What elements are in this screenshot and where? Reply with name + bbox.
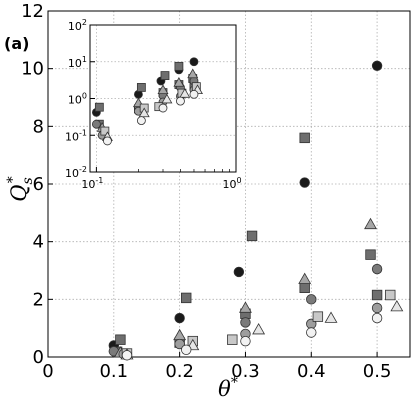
data-point-circle bbox=[240, 317, 251, 328]
inset-data-point-triangle bbox=[187, 68, 199, 79]
inset-data-point-triangle bbox=[173, 77, 185, 87]
inset-data-point-triangle bbox=[157, 84, 169, 95]
inset-data-points bbox=[91, 57, 203, 146]
inset-data-point-square bbox=[94, 102, 104, 112]
data-point-triangle bbox=[390, 299, 404, 312]
data-point-square bbox=[312, 311, 324, 322]
y-axis-label: Qs* bbox=[5, 176, 36, 201]
data-point-triangle bbox=[173, 328, 187, 341]
x-tick-label: 0.1 bbox=[99, 361, 128, 382]
data-point-square bbox=[385, 289, 396, 301]
inset-x-tick-label: 10-1 bbox=[81, 176, 103, 191]
x-tick-label: 0.2 bbox=[165, 361, 194, 382]
y-tick-label: 6 bbox=[33, 174, 44, 195]
data-point-square bbox=[299, 282, 310, 294]
inset-data-point-circle bbox=[176, 96, 185, 106]
y-tick-label: 0 bbox=[33, 347, 44, 368]
data-point-circle bbox=[371, 312, 383, 324]
data-point-triangle bbox=[252, 323, 266, 335]
data-point-square bbox=[371, 289, 383, 301]
inset-data-point-square bbox=[174, 61, 184, 71]
data-point-circle bbox=[181, 344, 192, 355]
data-point-triangle bbox=[239, 301, 252, 313]
inset-data-point-square bbox=[136, 83, 146, 92]
data-point-circle bbox=[371, 60, 383, 71]
panel-label: (a) bbox=[4, 34, 29, 53]
y-tick-label: 8 bbox=[33, 116, 44, 137]
x-tick-label: 0.3 bbox=[231, 361, 260, 382]
inset-y-tick-label: 101 bbox=[68, 55, 87, 70]
inset-data-point-triangle bbox=[179, 88, 191, 98]
data-point-circle bbox=[306, 294, 317, 305]
inset-data-point-square bbox=[100, 126, 110, 136]
y-tick-label: 4 bbox=[33, 232, 44, 253]
inset-y-tick-label: 102 bbox=[68, 18, 87, 33]
data-point-square bbox=[181, 292, 192, 304]
data-point-circle bbox=[174, 312, 185, 324]
data-point-square bbox=[227, 334, 238, 345]
y-tick-label: 2 bbox=[33, 289, 44, 310]
y-tick-label: 12 bbox=[21, 1, 44, 22]
main-axis-ticks: 0 0.1 0.2 0.3 0.4 0.5 0 2 4 6 8 10 12 bbox=[21, 1, 391, 382]
data-point-circle bbox=[371, 302, 383, 314]
inset-data-point-circle bbox=[91, 119, 101, 129]
data-point-square bbox=[299, 132, 310, 144]
data-point-circle bbox=[121, 350, 133, 361]
data-point-triangle bbox=[298, 272, 312, 284]
inset-data-point-square bbox=[160, 71, 170, 80]
x-tick-label: 0.4 bbox=[297, 361, 326, 382]
inset-x-tick-label: 100 bbox=[222, 176, 241, 191]
data-point-triangle bbox=[324, 311, 338, 323]
data-point-square bbox=[115, 334, 126, 345]
inset-y-tick-label: 100 bbox=[68, 92, 87, 107]
inset-data-point-triangle bbox=[161, 93, 173, 104]
data-point-square bbox=[246, 230, 258, 242]
inset-data-point-triangle bbox=[138, 107, 150, 118]
main-data-points bbox=[108, 60, 404, 361]
data-point-triangle bbox=[364, 217, 377, 230]
y-tick-label: 10 bbox=[21, 59, 44, 80]
inset-y-tick-label: 10-2 bbox=[65, 165, 87, 180]
x-tick-label: 0 bbox=[42, 361, 53, 382]
x-tick-label: 0.5 bbox=[363, 361, 392, 382]
data-point-circle bbox=[306, 327, 317, 338]
data-point-circle bbox=[240, 335, 251, 347]
inset-data-point-circle bbox=[103, 136, 112, 146]
inset-data-point-circle bbox=[158, 103, 168, 113]
data-point-square bbox=[365, 249, 376, 260]
data-point-circle bbox=[371, 263, 383, 275]
inset-y-tick-label: 10-1 bbox=[65, 128, 87, 143]
data-point-circle bbox=[299, 177, 310, 188]
inset-data-point-circle bbox=[189, 57, 199, 67]
inset-data-point-circle bbox=[136, 116, 146, 126]
data-point-circle bbox=[233, 266, 245, 278]
x-axis-label: θ* bbox=[218, 375, 238, 401]
data-point-circle bbox=[174, 338, 185, 350]
inset-data-point-circle bbox=[189, 89, 199, 99]
